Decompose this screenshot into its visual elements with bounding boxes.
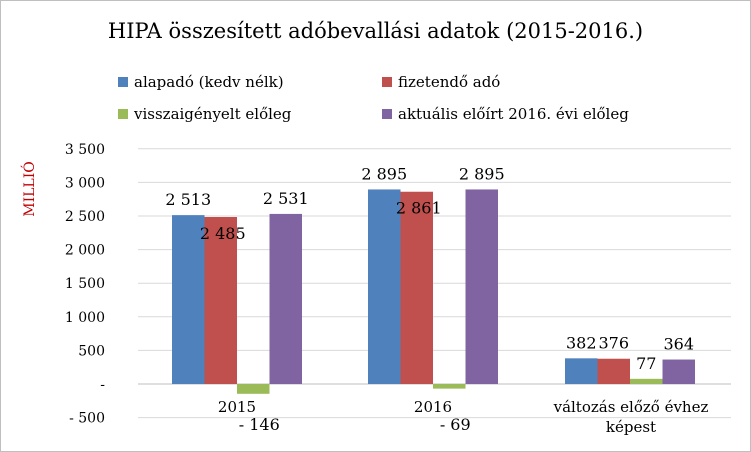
bar-3-2 [662, 359, 695, 384]
data-label: - 146 [239, 415, 280, 434]
chart-title: HIPA összesített adóbevallási adatok (20… [107, 19, 644, 43]
legend-item-aktualis: aktuális előírt 2016. évi előleg [382, 105, 629, 123]
y-tick-label: 500 [78, 343, 105, 359]
data-label: 2 485 [200, 224, 246, 243]
bar-0-1 [368, 189, 401, 384]
bar-2-0 [237, 384, 270, 394]
data-label: 2 895 [459, 164, 505, 183]
bar-3-1 [465, 189, 498, 384]
legend-label: alapadó (kedv nélk) [134, 73, 284, 91]
bar-1-2 [597, 358, 630, 384]
bar-0-0 [172, 215, 205, 384]
data-label: 2 895 [361, 164, 407, 183]
y-tick-label: 2 000 [65, 243, 105, 259]
data-label: 2 513 [165, 190, 211, 209]
bar-1-1 [400, 191, 433, 384]
bar-3-0 [269, 213, 302, 384]
data-label: - 69 [440, 415, 471, 434]
data-label: 376 [598, 334, 629, 353]
bar-1-0 [204, 217, 237, 384]
legend-swatch-purple [382, 109, 392, 119]
data-label: 2 531 [263, 189, 309, 208]
y-tick-label: - 500 [69, 411, 105, 427]
legend-swatch-red [382, 77, 392, 87]
y-tick-label: 3 500 [65, 142, 105, 158]
legend-swatch-green [118, 109, 128, 119]
bar-0-2 [565, 358, 598, 384]
data-label: 77 [636, 354, 656, 373]
data-label: 364 [663, 335, 694, 354]
bar-2-1 [433, 384, 466, 389]
legend-swatch-blue [118, 77, 128, 87]
category-label: 2015 [218, 398, 256, 416]
y-tick-label: - [100, 377, 105, 393]
data-label: 2 861 [396, 199, 442, 218]
legend-item-alapado: alapadó (kedv nélk) [118, 73, 284, 91]
legend-item-fizetendo: fizetendő adó [382, 73, 500, 91]
y-tick-label: 3 000 [65, 175, 105, 191]
y-tick-label: 2 500 [65, 209, 105, 225]
y-tick-label: 1 000 [65, 310, 105, 326]
legend-label: fizetendő adó [398, 73, 501, 91]
bar-2-2 [630, 378, 663, 384]
category-label: 2016 [414, 398, 452, 416]
legend-label: aktuális előírt 2016. évi előleg [398, 105, 629, 123]
y-tick-label: 1 500 [65, 276, 105, 292]
legend-label: visszaigényelt előleg [134, 105, 292, 123]
legend-item-visszaigenyelt: visszaigényelt előleg [118, 105, 291, 123]
data-label: 382 [566, 333, 597, 352]
category-label: változás előző évhez képest [553, 398, 709, 436]
